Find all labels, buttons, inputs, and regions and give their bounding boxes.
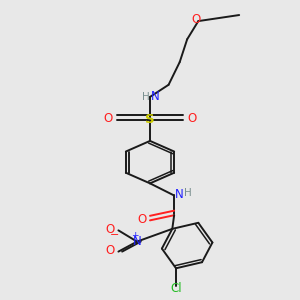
Text: −: − bbox=[110, 230, 119, 240]
Text: O: O bbox=[104, 112, 113, 125]
Text: O: O bbox=[192, 13, 201, 26]
Text: O: O bbox=[137, 213, 146, 226]
Text: +: + bbox=[131, 231, 139, 240]
Text: N: N bbox=[175, 188, 184, 201]
Text: O: O bbox=[106, 223, 115, 236]
Text: S: S bbox=[145, 113, 155, 126]
Text: N: N bbox=[151, 90, 160, 104]
Text: O: O bbox=[106, 244, 115, 257]
Text: H: H bbox=[142, 92, 149, 102]
Text: O: O bbox=[187, 112, 196, 125]
Text: Cl: Cl bbox=[170, 282, 182, 296]
Text: H: H bbox=[184, 188, 192, 198]
Text: N: N bbox=[133, 235, 141, 248]
